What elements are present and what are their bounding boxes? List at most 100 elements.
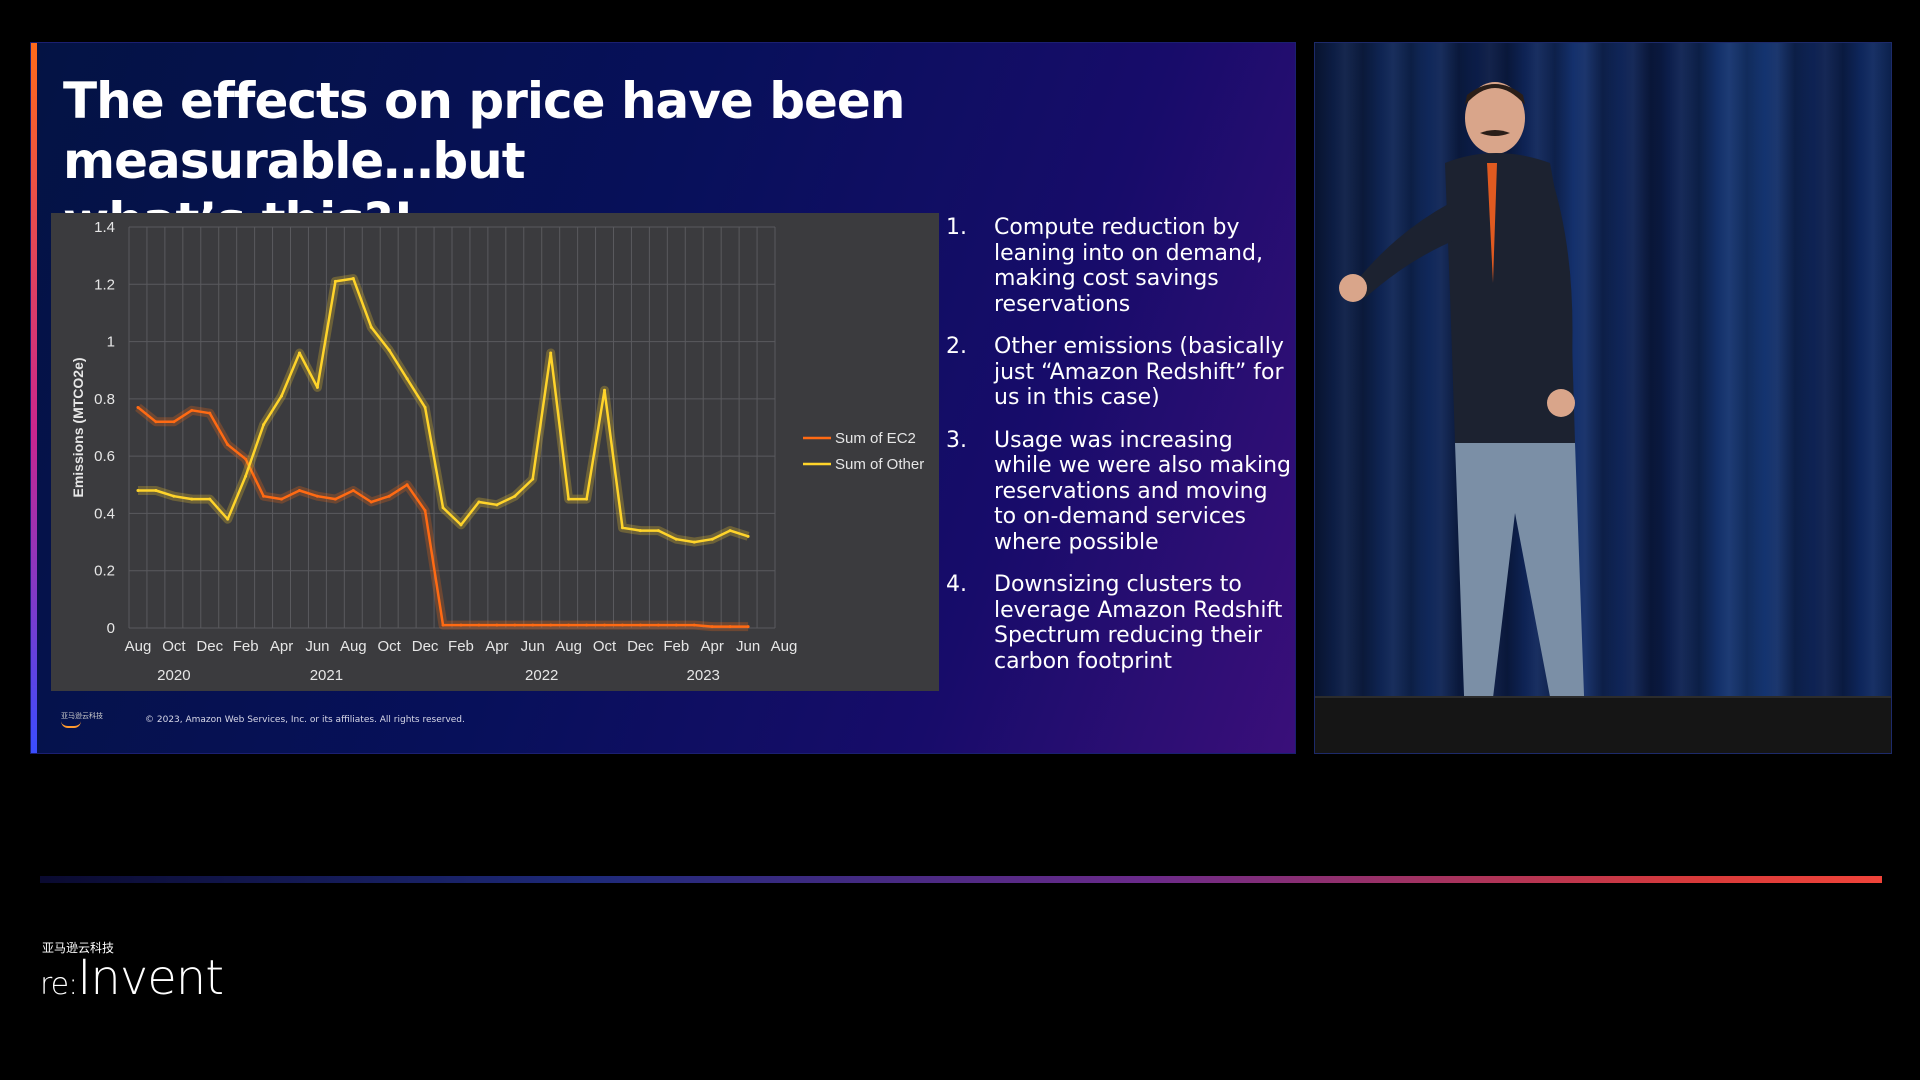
x-tick-label: Dec bbox=[627, 638, 654, 655]
y-tick-label: 0 bbox=[107, 620, 115, 637]
stage-floor bbox=[1315, 696, 1891, 753]
data-point bbox=[728, 625, 732, 629]
data-point bbox=[172, 494, 176, 498]
legend-label: Sum of EC2 bbox=[835, 430, 916, 447]
y-tick-label: 0.6 bbox=[94, 448, 115, 465]
aws-logo-text: 亚马逊云科技 bbox=[61, 712, 103, 720]
year-label: 2020 bbox=[157, 667, 190, 684]
data-point bbox=[154, 420, 158, 424]
speaker-mustache bbox=[1480, 130, 1510, 136]
x-tick-label: Aug bbox=[771, 638, 798, 655]
x-tick-label: Feb bbox=[233, 638, 259, 655]
data-point bbox=[674, 623, 678, 627]
data-point bbox=[585, 623, 589, 627]
data-point bbox=[190, 497, 194, 501]
x-tick-label: Apr bbox=[701, 638, 724, 655]
x-tick-label: Dec bbox=[412, 638, 439, 655]
data-point bbox=[226, 443, 230, 447]
list-text: Compute reduction by leaning into on dem… bbox=[994, 215, 1263, 317]
data-point bbox=[297, 351, 301, 355]
legend-label: Sum of Other bbox=[835, 456, 924, 473]
data-point bbox=[208, 411, 212, 415]
data-point bbox=[513, 494, 517, 498]
data-point bbox=[656, 623, 660, 627]
speaker-figure bbox=[1339, 82, 1613, 747]
data-point bbox=[136, 489, 140, 493]
x-tick-label: Jun bbox=[305, 638, 329, 655]
data-point bbox=[477, 500, 481, 504]
data-point bbox=[351, 277, 355, 281]
data-point bbox=[441, 506, 445, 510]
list-number: 4. bbox=[946, 572, 967, 597]
list-text: Downsizing clusters to leverage Amazon R… bbox=[994, 572, 1283, 674]
x-tick-label: Oct bbox=[593, 638, 617, 655]
data-point bbox=[710, 625, 714, 629]
data-point bbox=[746, 534, 750, 538]
key-points-list: 1. Compute reduction by leaning into on d… bbox=[946, 215, 1291, 691]
x-tick-label: Oct bbox=[162, 638, 186, 655]
list-text: Usage was increasing while we were also … bbox=[994, 427, 1292, 555]
x-tick-label: Apr bbox=[485, 638, 508, 655]
slide-accent-bar bbox=[31, 43, 37, 753]
speaker-hair bbox=[1465, 84, 1525, 105]
data-point bbox=[477, 623, 481, 627]
data-point bbox=[692, 623, 696, 627]
x-tick-label: Aug bbox=[125, 638, 152, 655]
reinvent-logo-invent: Invent bbox=[77, 950, 224, 1006]
data-point bbox=[172, 420, 176, 424]
x-tick-label: Oct bbox=[378, 638, 402, 655]
speaker-head bbox=[1465, 82, 1525, 154]
y-tick-label: 1.2 bbox=[94, 276, 115, 293]
data-point bbox=[549, 351, 553, 355]
y-tick-label: 0.2 bbox=[94, 563, 115, 580]
x-tick-label: Jun bbox=[736, 638, 760, 655]
copyright-text: © 2023, Amazon Web Services, Inc. or its… bbox=[145, 715, 465, 725]
y-tick-label: 0.4 bbox=[94, 505, 115, 522]
speaker-jeans bbox=[1455, 443, 1585, 723]
stage-curtain bbox=[1315, 43, 1891, 753]
data-point bbox=[459, 623, 463, 627]
data-point bbox=[459, 523, 463, 527]
data-point bbox=[620, 526, 624, 530]
data-point bbox=[603, 388, 607, 392]
aws-logo: 亚马逊云科技 bbox=[61, 711, 103, 728]
list-item: 3. Usage was increasing while we were als… bbox=[946, 428, 1291, 556]
data-point bbox=[585, 497, 589, 501]
data-point bbox=[495, 503, 499, 507]
data-point bbox=[656, 529, 660, 533]
data-point bbox=[369, 325, 373, 329]
year-label: 2021 bbox=[310, 667, 343, 684]
presentation-slide: The effects on price have been measurabl… bbox=[30, 42, 1296, 754]
x-tick-label: Apr bbox=[270, 638, 293, 655]
data-point bbox=[638, 529, 642, 533]
list-number: 1. bbox=[946, 215, 967, 240]
brand-cn-label: 亚马逊云科技 bbox=[42, 941, 115, 955]
list-number: 2. bbox=[946, 334, 967, 359]
data-point bbox=[405, 377, 409, 381]
data-point bbox=[387, 494, 391, 498]
x-tick-label: Feb bbox=[663, 638, 689, 655]
speaker-right-hand bbox=[1547, 389, 1575, 417]
data-point bbox=[244, 457, 248, 461]
data-point bbox=[154, 489, 158, 493]
x-tick-label: Feb bbox=[448, 638, 474, 655]
data-point bbox=[513, 623, 517, 627]
reinvent-logo-re: re: bbox=[40, 967, 78, 1002]
speaker-left-arm bbox=[1355, 203, 1460, 298]
data-point bbox=[567, 497, 571, 501]
list-item: 4. Downsizing clusters to leverage Amazon… bbox=[946, 572, 1291, 674]
data-point bbox=[495, 623, 499, 627]
emissions-chart: 0 0.2 0.4 0.6 0.8 1 1.2 1.4 Aug Oct Dec Feb Apr Jun Au… bbox=[51, 213, 939, 691]
data-point bbox=[315, 494, 319, 498]
y-axis-title: Emissions (MTCO2e) bbox=[70, 357, 86, 497]
reinvent-logo: re:Invent bbox=[40, 950, 224, 1006]
x-tick-label: Aug bbox=[340, 638, 367, 655]
data-point bbox=[280, 497, 284, 501]
speaker-tie bbox=[1487, 163, 1497, 283]
data-point bbox=[280, 394, 284, 398]
data-point bbox=[226, 517, 230, 521]
data-point bbox=[405, 483, 409, 487]
data-point bbox=[208, 497, 212, 501]
x-tick-label: Aug bbox=[555, 638, 582, 655]
data-point bbox=[333, 497, 337, 501]
